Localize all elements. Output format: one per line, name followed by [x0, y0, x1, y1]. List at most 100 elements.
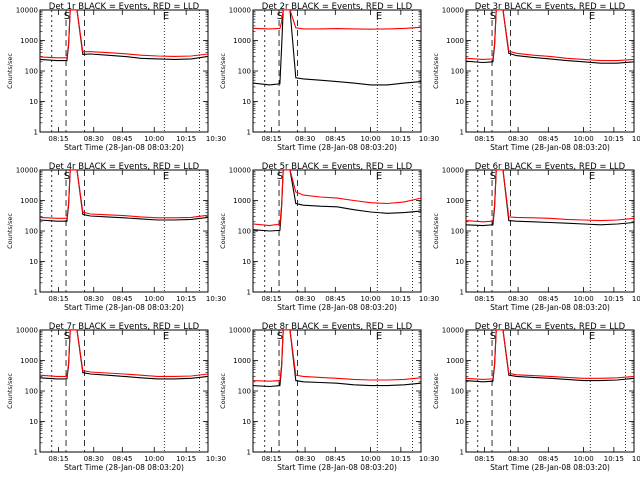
x-tick-label: 10:00	[574, 295, 594, 303]
y-tick-label: 10	[455, 418, 464, 426]
x-tick-label: 10:00	[574, 135, 594, 143]
chart-title: Det 9r BLACK = Events, RED = LLD	[475, 322, 626, 332]
y-tick-label: 10000	[16, 7, 38, 15]
x-tick-label: 08:15	[474, 135, 494, 143]
x-tick-label: 10:15	[391, 455, 411, 463]
y-tick-label: 1	[247, 289, 251, 297]
x-tick-label: 10:15	[604, 135, 624, 143]
x-tick-label: 08:45	[325, 455, 345, 463]
x-tick-label: 08:15	[261, 135, 281, 143]
series-line-lld	[466, 170, 634, 223]
x-axis-label: Start Time (28-Jan-08 08:03:20)	[277, 463, 397, 472]
chart-title: Det 7r BLACK = Events, RED = LLD	[49, 322, 200, 332]
y-tick-label: 1	[460, 289, 464, 297]
x-axis-label: Start Time (28-Jan-08 08:03:20)	[64, 303, 184, 312]
y-tick-label: 10000	[229, 167, 251, 175]
y-tick-label: 10000	[442, 327, 464, 335]
x-axis-label: Start Time (28-Jan-08 08:03:20)	[64, 463, 184, 472]
chart-title: Det 4r BLACK = Events, RED = LLD	[49, 162, 200, 172]
event-marker-s: S	[64, 11, 70, 22]
y-tick-label: 1000	[233, 197, 251, 205]
x-tick-label: 10:15	[176, 455, 196, 463]
chart-panel-4: Det 4r BLACK = Events, RED = LLD 1 10 100 10…	[6, 162, 226, 312]
plot-frame	[39, 9, 209, 133]
event-marker-e: E	[163, 331, 169, 342]
y-tick-label: 10	[29, 258, 38, 266]
series-group	[466, 10, 634, 64]
plot-frame	[39, 329, 209, 453]
event-marker-e: E	[376, 171, 382, 182]
event-marker-e: E	[589, 171, 595, 182]
y-tick-label: 1	[460, 129, 464, 137]
y-tick-label: 1000	[233, 357, 251, 365]
x-tick-label: 08:30	[508, 455, 528, 463]
x-tick-label: 10:00	[144, 295, 164, 303]
series-line-lld	[253, 10, 421, 30]
x-tick-label: 08:30	[84, 135, 104, 143]
y-tick-label: 10	[242, 258, 251, 266]
plot-frame	[465, 329, 635, 453]
x-tick-label: 10:30	[206, 455, 226, 463]
x-tick-label: 10:15	[391, 135, 411, 143]
plot-frame	[39, 169, 209, 293]
event-marker-s: S	[490, 11, 496, 22]
event-marker-e: E	[589, 11, 595, 22]
x-tick-label: 08:45	[538, 295, 558, 303]
x-axis-label: Start Time (28-Jan-08 08:03:20)	[490, 303, 610, 312]
y-axis-label: Counts/sec	[432, 213, 440, 249]
x-tick-label: 08:15	[474, 455, 494, 463]
chart-panel-7: Det 7r BLACK = Events, RED = LLD 1 10 100 10…	[6, 322, 226, 472]
event-marker-s: S	[277, 331, 283, 342]
y-tick-label: 1000	[446, 197, 464, 205]
x-tick-label: 08:15	[261, 295, 281, 303]
x-tick-label: 10:00	[574, 455, 594, 463]
y-tick-label: 100	[238, 68, 251, 76]
x-tick-label: 10:30	[419, 135, 439, 143]
y-tick-label: 10	[455, 258, 464, 266]
x-tick-label: 08:30	[508, 135, 528, 143]
chart-title: Det 2r BLACK = Events, RED = LLD	[262, 2, 413, 12]
x-tick-label: 10:00	[361, 135, 381, 143]
y-tick-label: 1	[34, 289, 38, 297]
y-axis-label: Counts/sec	[432, 373, 440, 409]
y-tick-label: 100	[25, 68, 38, 76]
y-tick-label: 10	[242, 418, 251, 426]
x-tick-label: 08:45	[325, 135, 345, 143]
chart-panel-6: Det 6r BLACK = Events, RED = LLD 1 10 100 10…	[432, 162, 640, 312]
y-tick-label: 1000	[446, 37, 464, 45]
series-group	[40, 10, 208, 62]
y-tick-label: 1000	[20, 357, 38, 365]
event-marker-e: E	[163, 171, 169, 182]
y-tick-label: 100	[451, 228, 464, 236]
y-axis-label: Counts/sec	[219, 373, 227, 409]
y-tick-label: 10000	[229, 327, 251, 335]
x-tick-label: 08:30	[84, 295, 104, 303]
event-marker-e: E	[376, 331, 382, 342]
x-tick-label: 08:30	[508, 295, 528, 303]
x-tick-label: 08:45	[538, 135, 558, 143]
chart-title: Det 5r BLACK = Events, RED = LLD	[262, 162, 413, 172]
event-marker-s: S	[64, 331, 70, 342]
y-tick-label: 100	[25, 228, 38, 236]
x-tick-label: 08:15	[474, 295, 494, 303]
x-tick-label: 10:00	[361, 455, 381, 463]
y-tick-label: 1000	[446, 357, 464, 365]
x-tick-label: 08:45	[112, 135, 132, 143]
series-line-lld	[466, 330, 634, 380]
x-tick-label: 08:30	[295, 135, 315, 143]
x-tick-label: 10:30	[419, 455, 439, 463]
y-tick-label: 1	[247, 129, 251, 137]
x-tick-label: 10:00	[144, 135, 164, 143]
series-group	[253, 10, 421, 86]
y-tick-label: 10	[242, 98, 251, 106]
y-tick-label: 100	[25, 388, 38, 396]
y-axis-label: Counts/sec	[6, 213, 14, 249]
chart-panel-9: Det 9r BLACK = Events, RED = LLD 1 10 100 10…	[432, 322, 640, 472]
x-tick-label: 08:15	[48, 455, 68, 463]
y-axis-label: Counts/sec	[6, 53, 14, 89]
event-marker-s: S	[277, 11, 283, 22]
y-tick-label: 100	[451, 388, 464, 396]
x-tick-label: 08:15	[48, 295, 68, 303]
chart-panel-3: Det 3r BLACK = Events, RED = LLD 1 10 100 10…	[432, 2, 640, 152]
